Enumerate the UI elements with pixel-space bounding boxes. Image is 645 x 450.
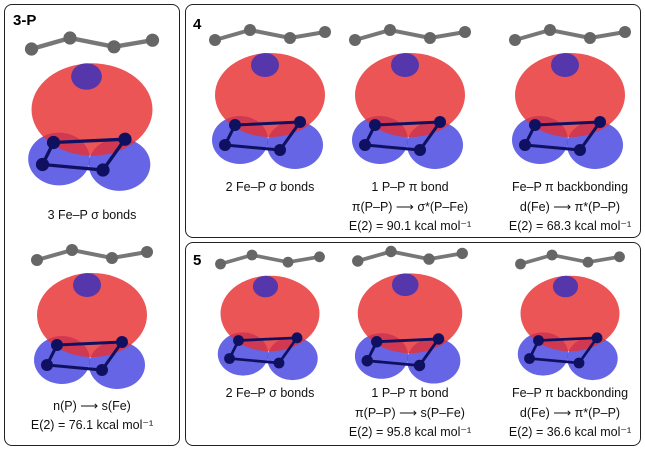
caption-line: d(Fe) ⟶ π*(P–P): [485, 199, 645, 214]
panel-box: [4, 4, 180, 446]
panel-label: 4: [193, 16, 201, 33]
caption-line: 1 P–P π bond: [325, 386, 495, 400]
caption-line: Fe–P π backbonding: [485, 386, 645, 400]
caption-line: 3 Fe–P σ bonds: [7, 208, 177, 222]
caption-line: π(P–P) ⟶ s(P–Fe): [325, 405, 495, 420]
caption-line: π(P–P) ⟶ σ*(P–Fe): [325, 199, 495, 214]
caption-line: E(2) = 95.8 kcal mol⁻¹: [325, 424, 495, 439]
caption-line: n(P) ⟶ s(Fe): [7, 398, 177, 413]
caption-line: E(2) = 76.1 kcal mol⁻¹: [7, 417, 177, 432]
figure: 3-P 3 Fe–P σ bonds n(P) ⟶ s(Fe) E(2) = 76.1…: [0, 0, 645, 450]
caption-line: E(2) = 68.3 kcal mol⁻¹: [485, 218, 645, 233]
caption-line: E(2) = 90.1 kcal mol⁻¹: [325, 218, 495, 233]
caption-line: E(2) = 36.6 kcal mol⁻¹: [485, 424, 645, 439]
caption-line: d(Fe) ⟶ π*(P–P): [485, 405, 645, 420]
panel-label: 3-P: [13, 12, 36, 29]
caption-line: Fe–P π backbonding: [485, 180, 645, 194]
panel-label: 5: [193, 252, 201, 269]
caption-line: 1 P–P π bond: [325, 180, 495, 194]
